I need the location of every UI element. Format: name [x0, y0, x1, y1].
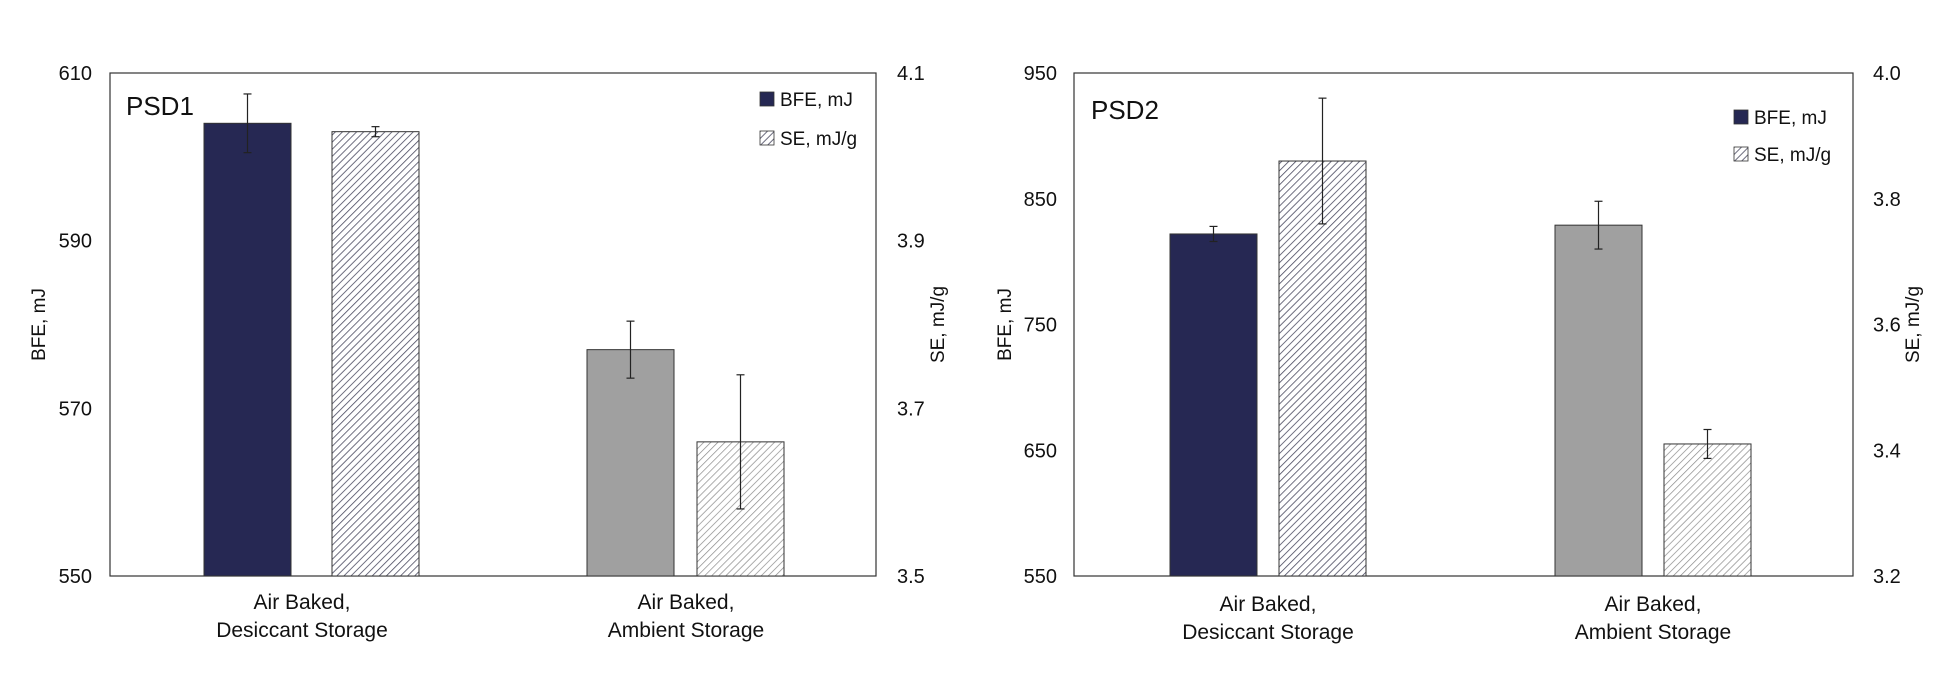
bar-bfe-desiccant [203, 122, 292, 577]
y2-tick-label: 3.4 [1873, 440, 1901, 462]
y2-tick-label: 3.6 [1873, 315, 1901, 337]
y-axis-title: BFE, mJ [29, 288, 50, 361]
y-tick-label: 750 [1024, 315, 1057, 337]
y2-tick-label: 4.1 [897, 63, 925, 85]
category-label: Air Baked, [1220, 593, 1317, 616]
y2-tick-label: 4.0 [1873, 63, 1901, 85]
legend-swatch [759, 130, 775, 146]
bar-bfe-ambient [1554, 224, 1643, 577]
bar-se-desiccant [331, 131, 420, 577]
category-label: Air Baked, [254, 591, 351, 614]
legend-label: BFE, mJ [1754, 108, 1827, 129]
y-tick-label: 590 [59, 231, 92, 253]
panel-title: PSD1 [126, 91, 194, 121]
legend-label: SE, mJ/g [1754, 145, 1831, 166]
y2-tick-label: 3.8 [1873, 189, 1901, 211]
y2-tick-label: 3.7 [897, 398, 925, 420]
bar-bfe-desiccant [1169, 233, 1258, 577]
category-label: Air Baked, [1605, 593, 1702, 616]
category-label: Ambient Storage [608, 619, 764, 642]
panel-title: PSD2 [1091, 95, 1159, 125]
y2-tick-label: 3.2 [1873, 566, 1901, 588]
y-tick-label: 850 [1024, 189, 1057, 211]
legend-swatch [759, 91, 775, 107]
legend-label: BFE, mJ [780, 90, 853, 111]
y2-tick-label: 3.5 [897, 566, 925, 588]
y-tick-label: 550 [1024, 566, 1057, 588]
y-axis-title: BFE, mJ [995, 288, 1016, 361]
category-label: Desiccant Storage [216, 619, 388, 642]
plot-frame [109, 72, 877, 577]
category-label: Air Baked, [638, 591, 735, 614]
category-label: Desiccant Storage [1182, 621, 1354, 644]
y-tick-label: 610 [59, 63, 92, 85]
chart-panel-psd2: 550 650 750 850 950 3.2 3.4 3.6 3.8 4.0 BFE, mJ SE,… [995, 63, 1924, 644]
y-tick-label: 550 [59, 566, 92, 588]
category-label: Ambient Storage [1575, 621, 1731, 644]
bar-se-desiccant [1278, 160, 1367, 577]
y-tick-label: 570 [59, 398, 92, 420]
legend-swatch [1733, 109, 1749, 125]
legend-swatch [1733, 146, 1749, 162]
y-tick-label: 650 [1024, 440, 1057, 462]
chart-panel-psd1: 550 570 590 610 3.5 3.7 3.9 4.1 BFE, mJ SE, mJ/g P… [29, 63, 949, 642]
legend-label: SE, mJ/g [780, 129, 857, 150]
bar-se-ambient [1663, 443, 1752, 577]
bar-bfe-ambient [586, 349, 675, 577]
y-tick-label: 950 [1024, 63, 1057, 85]
plot-frame [1073, 72, 1854, 577]
y2-tick-label: 3.9 [897, 231, 925, 253]
y2-axis-title: SE, mJ/g [1903, 286, 1924, 363]
y2-axis-title: SE, mJ/g [928, 286, 949, 363]
